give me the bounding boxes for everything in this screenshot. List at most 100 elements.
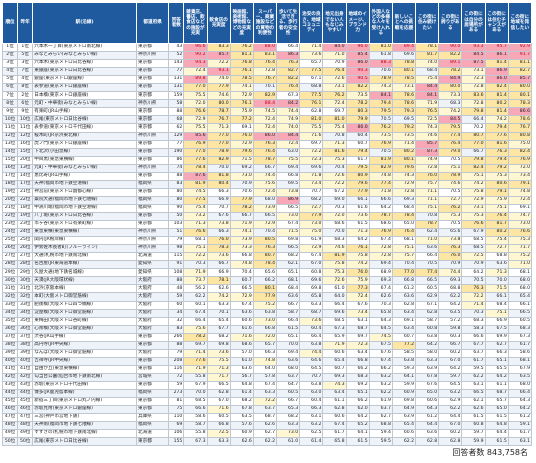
table-cell: 71.8 [368,187,393,197]
station-cell: 本町(大阪メトロ御堂筋線) [32,292,137,302]
table-cell: 62.7 [252,429,278,439]
table-cell: 76.1 [345,244,370,254]
table-cell: 88.4 [252,99,278,109]
prefecture-cell: 東京都 [135,91,170,101]
table-cell: 74 [168,163,185,173]
table-cell: 73.6 [206,348,231,358]
station-cell: 桜木町(JR京浜東北線) [32,131,137,141]
table-cell: 67.0 [438,421,463,431]
table-cell: 73.4 [507,171,533,181]
column-header: 順位 [1,2,19,44]
table-cell: 70.5 [368,115,393,125]
prefecture-cell: 神奈川県 [135,228,170,238]
table-cell: 62.2 [438,405,463,415]
table-cell: 57.0 [229,348,254,358]
table-cell: 68.5 [461,244,486,254]
table-cell: 56.2 [183,284,208,294]
table-cell: 75.5 [183,123,208,133]
table-cell: 79.2 [391,123,417,133]
station-cell: 表参道(東京メトロ銀座線) [32,83,137,93]
table-cell: 67.6 [368,348,393,358]
table-cell: 51 [168,228,185,238]
table-cell: 60.6 [229,316,254,326]
table-cell: 76.4 [322,67,347,77]
table-row: 24位 24位 東急東横(東急東横線) 神奈川県 51 76.6 66.3 74.1 70.4 7… [1,228,533,238]
table-cell: 65.6 [438,228,463,238]
table-cell: 70.4 [391,260,417,270]
table-cell: 48位 [1,421,19,431]
prefecture-cell: 福岡県 [135,179,170,189]
table-cell: 76.1 [229,67,254,77]
table-cell: 65.8 [368,308,393,318]
table-cell: 82.4 [484,83,509,93]
table-cell: 60.7 [345,139,370,149]
table-cell: 70.0 [322,228,347,238]
station-cell: 中目黒(東急東横線) [32,155,137,165]
table-cell: 34 [168,308,185,318]
table-cell: 73.0 [299,220,324,230]
table-cell: 61.6 [345,203,370,213]
table-cell: 66.5 [415,276,440,286]
table-cell: 72.6 [322,276,347,286]
station-cell: 渋谷(JR山手線) [32,332,137,342]
table-cell: 64.2 [438,300,463,310]
table-cell: 74.8 [507,187,533,197]
table-cell: 70.9 [438,260,463,270]
table-cell: 74.0 [415,59,440,69]
table-cell: 75.1 [484,203,509,213]
prefecture-cell: 東京都 [135,59,170,69]
table-cell: 80.7 [461,131,486,141]
table-cell: 69.6 [299,276,324,286]
table-cell: 75.3 [322,155,347,165]
table-cell: 65.3 [276,405,301,415]
column-header: スーパー、商業施設などの買物の利便性 [252,2,278,44]
table-cell: 78.9 [438,171,463,181]
table-cell: 69.6 [322,308,347,318]
table-cell: 69.4 [276,163,301,173]
prefecture-cell: 東京都 [135,115,170,125]
table-cell: 61.5 [484,437,509,447]
table-cell: 76.4 [438,139,463,149]
table-cell: 69.3 [322,372,347,382]
table-cell: 68.6 [322,220,347,230]
table-cell: 4位 [17,75,34,85]
table-cell: 75.4 [183,203,208,213]
table-cell: 66.3 [206,187,231,197]
table-cell: 60.4 [345,131,370,141]
table-cell: 62.8 [299,107,324,117]
table-cell: 59 [168,292,185,302]
table-cell: 65.9 [322,332,347,342]
station-cell: なんば(大阪メトロ御堂筋線) [32,348,137,358]
table-cell: 72.6 [322,171,347,181]
table-cell: 80 [168,187,185,197]
table-cell: 68.1 [507,268,533,278]
table-cell: 10位 [17,115,34,125]
table-cell: 15位 [1,155,19,165]
table-cell: 65.7 [252,340,278,350]
table-cell: 84.9 [438,75,463,85]
table-cell: 78.1 [415,42,440,53]
table-cell: 60 [168,300,185,310]
table-cell: 64.8 [229,380,254,391]
table-cell: 93.1 [206,67,231,77]
table-row: 31位 31位 北浜(京阪本線) 大阪府 48 56.2 62.6 66.5 80.1 68.4 6… [1,284,533,294]
table-cell: 66.1 [345,195,370,205]
table-cell: 63.6 [391,292,417,302]
table-cell: 63.6 [276,292,301,302]
table-cell: 69.9 [484,332,509,342]
table-cell: 46位 [17,405,34,415]
table-cell: 63.2 [438,389,463,399]
table-cell: 15位 [17,147,34,157]
table-cell: 67.4 [276,220,301,230]
table-cell: 63.8 [252,308,278,318]
table-cell: 12位 [1,131,19,141]
table-cell: 60.8 [299,268,324,278]
table-cell: 76.2 [322,91,347,101]
table-cell: 64.2 [461,268,486,278]
station-cell: 元町・中華街(みなとみらい線) [32,163,137,173]
station-cell: 博多(JR鹿児島本線) [32,389,137,399]
table-cell: 64.9 [391,405,417,415]
table-cell: 69.8 [206,340,231,350]
table-cell: 63.8 [299,380,324,391]
station-cell: 自由が丘(東急東横線) [32,364,137,374]
